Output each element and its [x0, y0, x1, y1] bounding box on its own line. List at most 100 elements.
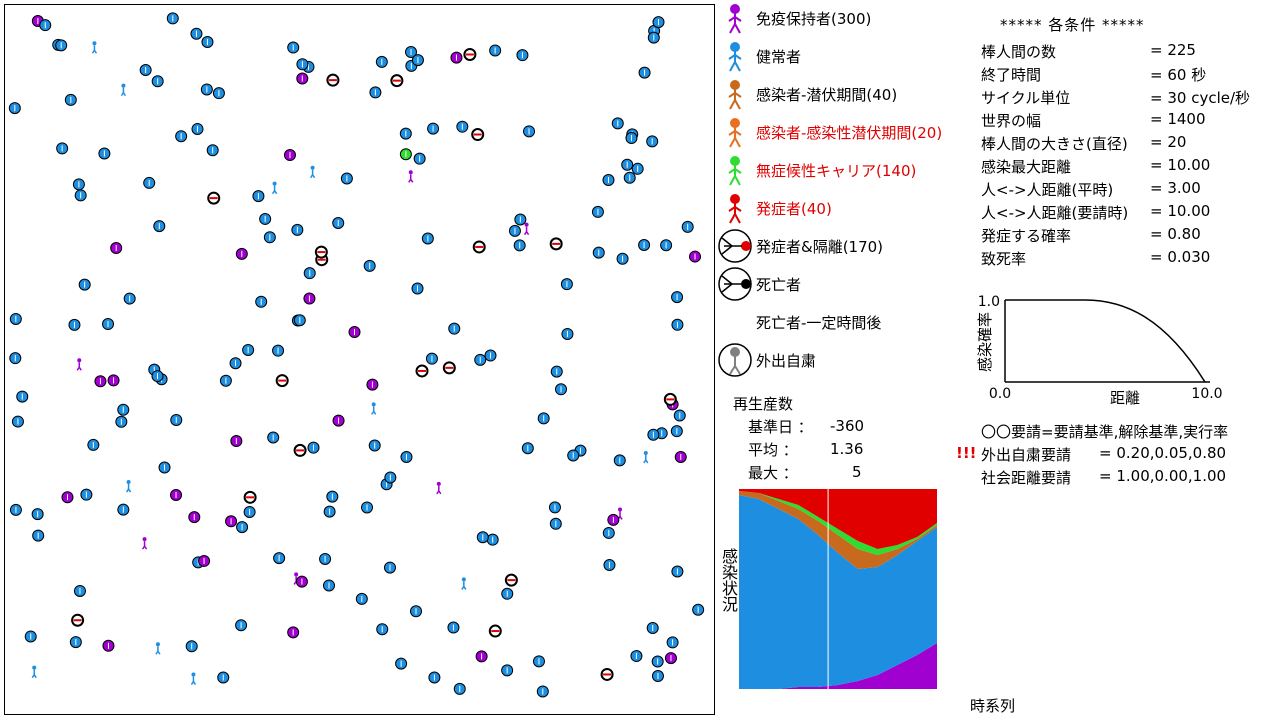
legend-label: 無症候性キャリア(140) [756, 162, 917, 180]
stick-person [621, 158, 634, 171]
stick-person [532, 655, 545, 668]
stick-person [61, 491, 74, 504]
stick-person [436, 481, 442, 495]
stick-person [110, 242, 123, 255]
stick-person [76, 358, 82, 371]
stick-person [102, 318, 115, 331]
condition-key: サイクル単位 [981, 89, 1071, 107]
condition-key: 発症する確率 [981, 227, 1072, 245]
stick-person [442, 361, 456, 375]
stick-person [537, 412, 550, 425]
stick-person [448, 322, 461, 335]
stick-person [663, 392, 677, 406]
stick-person [206, 144, 219, 157]
stick-person [421, 232, 434, 245]
condition-value: = 10.00 [1150, 156, 1211, 174]
stick-person [456, 120, 469, 133]
stick-person [255, 295, 268, 308]
simulation-world[interactable] [4, 4, 715, 715]
stick-person [408, 170, 414, 183]
stick-person [158, 461, 171, 474]
legend-item-immune: 免疫保持者(300) [718, 0, 978, 36]
request-value: = 0.20,0.05,0.80 [1099, 444, 1227, 462]
stick-person [453, 682, 466, 695]
stick-person [652, 16, 665, 29]
stick-person [207, 191, 221, 205]
stick-person [413, 152, 426, 165]
stick-person [271, 181, 278, 195]
stick-person [355, 592, 368, 605]
x-axis-label: 距離 [1110, 389, 1140, 407]
alert-icon: !!! [956, 444, 977, 462]
x-min-label: 0.0 [989, 386, 1011, 402]
condition-value: = 0.030 [1150, 248, 1211, 266]
stick-person [151, 75, 164, 88]
stick-person [56, 142, 69, 155]
stick-person [474, 353, 487, 366]
stick-person [307, 441, 320, 454]
stick-person [16, 390, 29, 403]
stick-person [486, 533, 499, 546]
stick-person [155, 642, 161, 655]
legend-item-healthy: 健常者 [718, 38, 978, 74]
stick-person [523, 222, 530, 236]
stick-person [293, 443, 307, 457]
infection-status-stacked-chart [739, 489, 937, 689]
stick-person [638, 239, 651, 252]
stick-person [235, 247, 248, 260]
stick-person [660, 239, 673, 252]
condition-key: 終了時間 [981, 66, 1042, 84]
stick-person [230, 434, 243, 447]
stick-person [275, 374, 289, 388]
legend-label: 感染者-感染性潜伏期間(20) [756, 124, 943, 142]
stick-person [603, 558, 616, 571]
stick-person [514, 213, 527, 226]
conditions-title: ***** 各条件 ***** [1000, 16, 1145, 34]
stick-person [263, 231, 276, 244]
legend-label: 感染者-潜伏期間(40) [756, 86, 898, 104]
stick-person [242, 343, 255, 356]
stick-person [513, 239, 526, 252]
stick-person [415, 364, 429, 378]
stick-person [102, 639, 115, 652]
stick-person [555, 383, 568, 396]
legend-label: 免疫保持者(300) [756, 10, 872, 28]
stick-person [283, 149, 296, 162]
stick-person [87, 438, 100, 451]
stick-person [273, 552, 286, 565]
stick-person [625, 132, 638, 145]
condition-key: 棒人間の大きさ(直径) [981, 135, 1128, 153]
series-area-1 [739, 495, 937, 689]
stick-person [643, 450, 649, 464]
stick-person [32, 529, 45, 542]
x-max-label: 10.0 [1191, 386, 1222, 402]
stick-person [190, 672, 197, 685]
average-value: 1.36 [830, 440, 864, 458]
stick-person [646, 622, 659, 635]
stick-person [475, 650, 488, 663]
max-label: 最大 ： [748, 464, 798, 482]
stick-person [219, 374, 232, 387]
incubating-person-icon [728, 80, 742, 110]
stick-person [123, 292, 136, 305]
stick-person [296, 72, 309, 85]
stick-person [348, 326, 361, 339]
stick-person [501, 664, 514, 677]
stick-person [647, 31, 660, 44]
stick-person [607, 513, 620, 526]
stick-person [383, 561, 396, 574]
immune-person-icon [728, 4, 742, 34]
stick-person [613, 454, 626, 467]
stick-person [68, 318, 81, 331]
condition-key: 棒人間の数 [981, 43, 1057, 61]
stick-person [447, 621, 460, 634]
stick-person [170, 489, 183, 502]
stick-person [39, 19, 52, 32]
condition-value: = 225 [1150, 41, 1196, 59]
stick-person [72, 178, 85, 191]
stick-person [115, 415, 128, 428]
stick-person [9, 312, 22, 325]
stick-person [200, 83, 213, 96]
stick-person [638, 66, 651, 79]
stick-person [94, 375, 107, 388]
